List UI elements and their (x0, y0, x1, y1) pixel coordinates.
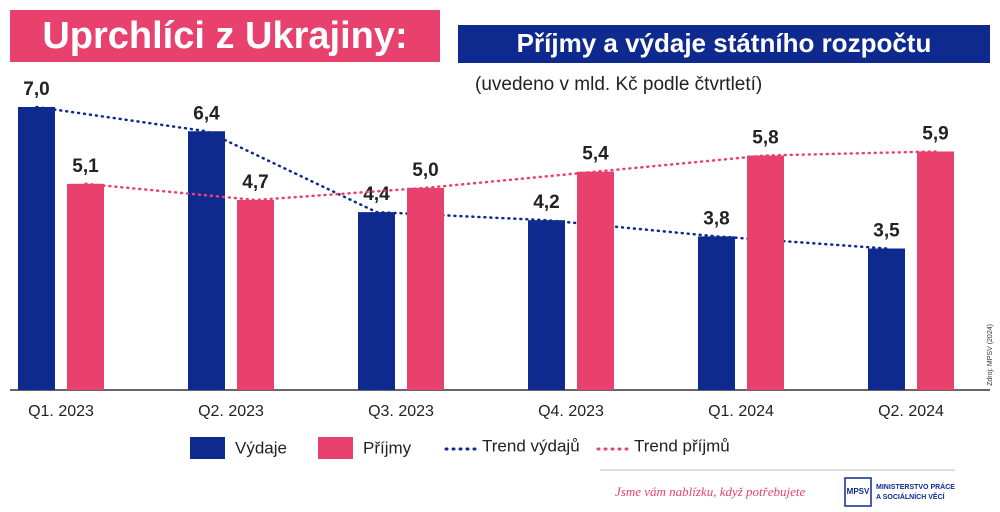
x-tick-label: Q3. 2023 (368, 403, 434, 420)
value-label: 5,4 (582, 144, 609, 165)
legend-swatch (190, 437, 225, 459)
value-label: 5,8 (752, 128, 778, 149)
x-tick-label: Q2. 2023 (198, 403, 264, 420)
logo: MPSV (847, 487, 870, 496)
value-label: 4,4 (363, 184, 390, 205)
bar (577, 171, 614, 390)
value-label: 6,4 (193, 103, 220, 124)
value-label: 3,8 (703, 208, 729, 229)
bar (917, 151, 954, 390)
chart-title: Uprchlíci z Ukrajiny: (42, 15, 407, 57)
subtitle-box (458, 25, 990, 63)
slogan: Jsme vám nablízku, když potřebujete (615, 484, 805, 499)
x-tick-label: Q2. 2024 (878, 403, 944, 420)
value-label: 3,5 (873, 221, 900, 242)
bar (407, 187, 444, 390)
ministry: A SOCIÁLNÍCH VĚCÍ (876, 492, 946, 501)
value-label: 5,9 (922, 123, 948, 144)
x-tick-label: Q4. 2023 (538, 403, 604, 420)
bar (237, 199, 274, 390)
legend-label: Výdaje (235, 438, 287, 457)
bar (698, 236, 735, 390)
legend-label: Trend příjmů (634, 436, 730, 455)
logo-box (844, 477, 872, 507)
ministry: MINISTERSTVO PRÁCE (876, 482, 955, 491)
bar (528, 220, 565, 390)
value-label: 5,1 (72, 156, 99, 177)
value-label: 7,0 (23, 79, 49, 100)
bar (188, 131, 225, 390)
value-label: 5,0 (412, 160, 438, 181)
legend-swatch (318, 437, 353, 459)
value-label: 4,7 (242, 172, 268, 193)
trend-line (35, 105, 888, 250)
legend-label: Trend výdajů (482, 436, 580, 455)
bar (747, 155, 784, 390)
bar (358, 212, 395, 390)
legend-label: Příjmy (363, 438, 412, 457)
trend-line (84, 150, 937, 202)
bar (868, 248, 905, 390)
bar (18, 107, 55, 390)
chart-note: (uvedeno v mld. Kč podle čtvrtletí) (475, 74, 762, 95)
x-tick-label: Q1. 2023 (28, 403, 94, 420)
title-box (10, 10, 440, 62)
value-label: 4,2 (533, 192, 559, 213)
x-tick-label: Q1. 2024 (708, 403, 774, 420)
chart-subtitle: Příjmy a výdaje státního rozpočtu (517, 28, 932, 58)
source: Zdroj: MPSV (2024) (987, 324, 994, 386)
bar (67, 183, 104, 390)
